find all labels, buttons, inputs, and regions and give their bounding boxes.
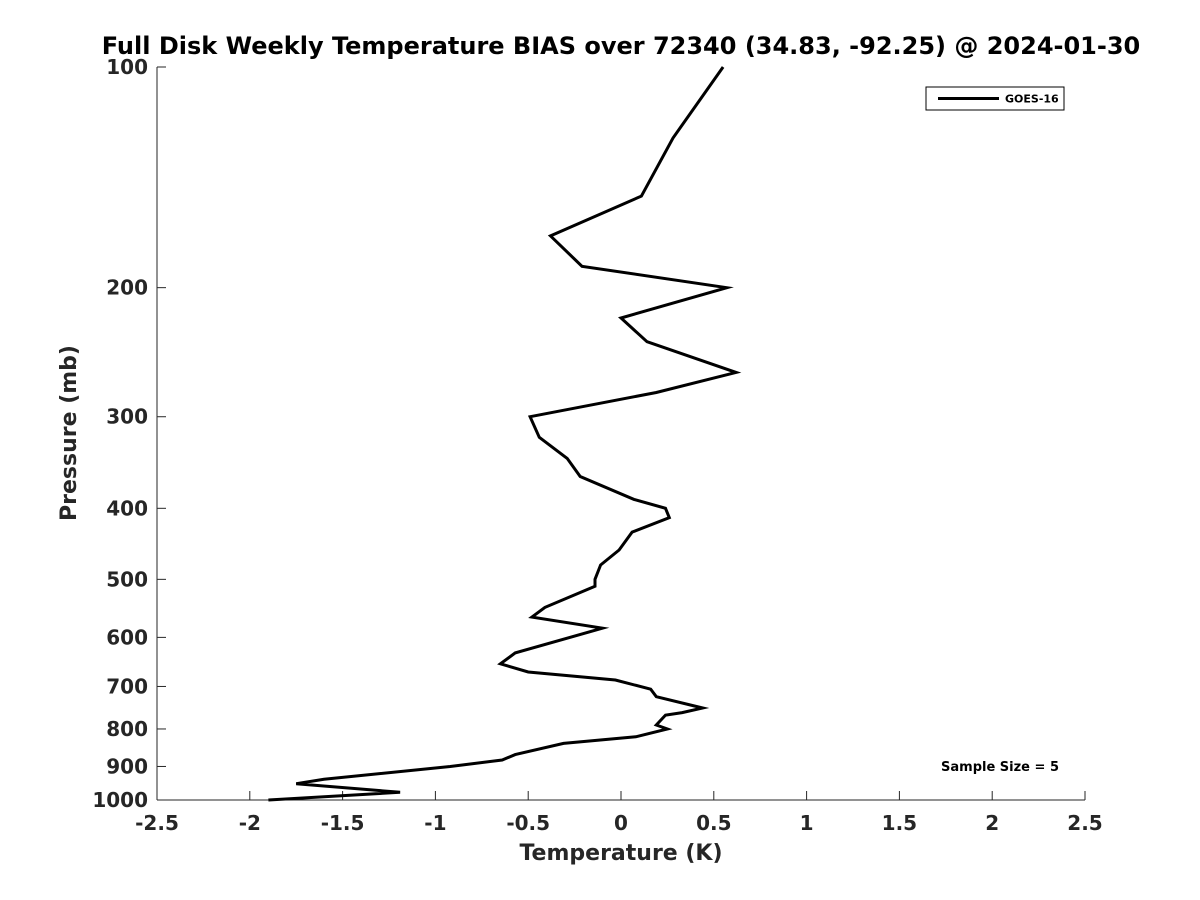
- x-tick-label: 1: [800, 811, 814, 835]
- x-axis-label: Temperature (K): [519, 841, 722, 866]
- y-axis-label: Pressure (mb): [57, 345, 82, 521]
- y-tick-label: 900: [106, 754, 148, 778]
- x-tick-label: -1.5: [321, 811, 365, 835]
- x-tick-label: 0.5: [696, 811, 731, 835]
- x-tick-label: 0: [614, 811, 628, 835]
- plot-area: -2.5 -2 -1.5 -1 -0.5 0 0.5 1 1.5 2 2.5 100 200 300 400…: [92, 55, 1102, 835]
- x-tick-label: -1: [424, 811, 446, 835]
- legend-label-goes-16: GOES-16: [1005, 93, 1059, 106]
- x-tick-label: -2: [239, 811, 261, 835]
- y-tick-label: 500: [106, 567, 148, 591]
- y-tick-label: 300: [106, 405, 148, 429]
- y-tick-label: 800: [106, 717, 148, 741]
- x-tick-label: 1.5: [882, 811, 917, 835]
- x-tick-label: 2: [985, 811, 999, 835]
- x-tick-label: -0.5: [506, 811, 550, 835]
- chart-title: Full Disk Weekly Temperature BIAS over 7…: [102, 32, 1141, 60]
- y-tick-label: 1000: [92, 788, 148, 812]
- y-tick-label: 700: [106, 674, 148, 698]
- x-tick-label: 2.5: [1067, 811, 1102, 835]
- y-tick-label: 600: [106, 625, 148, 649]
- x-tick-label: -2.5: [135, 811, 179, 835]
- y-tick-label: 100: [106, 55, 148, 79]
- legend: GOES-16: [925, 86, 1065, 111]
- y-tick-label: 200: [106, 276, 148, 300]
- sample-size-annotation: Sample Size = 5: [941, 760, 1059, 775]
- series-line-goes-16: [268, 66, 742, 802]
- y-tick-label: 400: [106, 496, 148, 520]
